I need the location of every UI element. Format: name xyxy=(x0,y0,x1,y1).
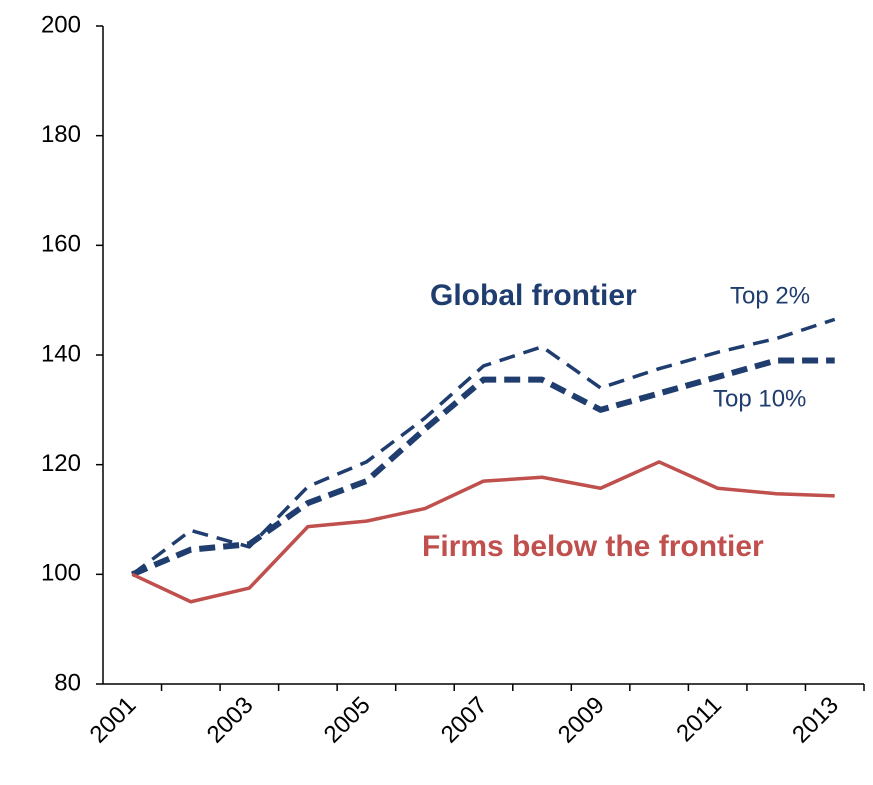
y-tick-label: 120 xyxy=(41,450,81,477)
y-tick-label: 140 xyxy=(41,340,81,367)
x-tick-label: 2001 xyxy=(85,692,142,749)
y-tick-label: 80 xyxy=(54,669,81,696)
series-label: Top 10% xyxy=(713,385,806,412)
x-tick-label: 2005 xyxy=(319,692,376,749)
series-line xyxy=(131,460,835,604)
y-tick-label: 180 xyxy=(41,121,81,148)
x-tick-label: 2009 xyxy=(553,692,610,749)
annotation: Global frontier xyxy=(430,279,637,312)
series-label: Top 2% xyxy=(730,282,810,309)
x-tick-label: 2003 xyxy=(202,692,259,749)
x-tick-label: 2011 xyxy=(671,692,727,748)
y-tick-label: 160 xyxy=(41,231,81,258)
series-label: Firms below the frontier xyxy=(422,530,764,563)
x-tick-label: 2007 xyxy=(436,692,493,749)
x-tick-label: 2013 xyxy=(787,692,844,749)
y-tick-label: 100 xyxy=(41,560,81,587)
series-line xyxy=(131,357,835,578)
y-tick-label: 200 xyxy=(41,11,81,38)
